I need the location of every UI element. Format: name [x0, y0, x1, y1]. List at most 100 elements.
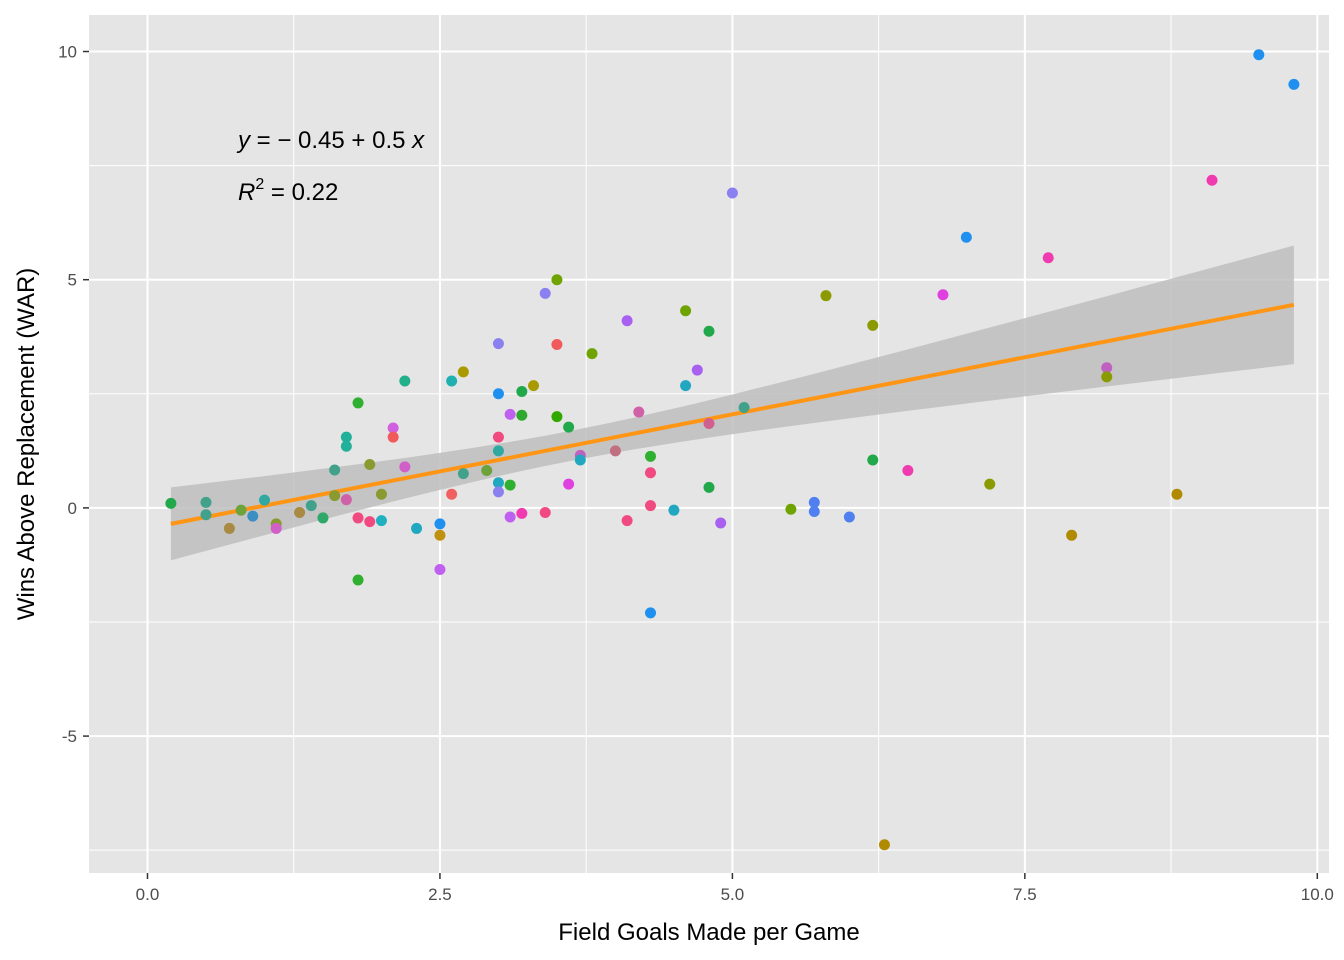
- data-point: [1066, 529, 1078, 541]
- data-point: [329, 490, 341, 502]
- confidence-ribbon: [170, 245, 1294, 561]
- data-point: [352, 397, 364, 409]
- data-point: [586, 348, 598, 360]
- data-point: [305, 500, 317, 512]
- data-point: [703, 481, 715, 493]
- data-point: [551, 411, 563, 423]
- data-point: [492, 338, 504, 350]
- data-point: [516, 507, 528, 519]
- data-point: [820, 290, 832, 302]
- data-point: [1253, 49, 1265, 61]
- data-point: [516, 386, 528, 398]
- data-point: [645, 467, 657, 479]
- data-point: [645, 607, 657, 619]
- data-point: [317, 512, 329, 524]
- data-point: [492, 388, 504, 400]
- data-point: [446, 375, 458, 387]
- y-tick-label: -5: [62, 727, 77, 746]
- data-point: [867, 319, 879, 331]
- data-point: [340, 431, 352, 443]
- data-point: [364, 459, 376, 471]
- data-point: [528, 380, 540, 392]
- data-point: [352, 574, 364, 586]
- data-point: [375, 515, 387, 527]
- x-axis: 0.0 2.5 5.0 7.5 10.0: [136, 873, 1334, 904]
- minor-gridlines: [89, 15, 1329, 873]
- data-point: [633, 406, 645, 418]
- data-point: [808, 496, 820, 508]
- data-point: [1288, 78, 1300, 90]
- data-point: [352, 512, 364, 524]
- regression-equation: y = − 0.45 + 0.5 x: [236, 127, 425, 154]
- y-tick-label: 5: [68, 271, 77, 290]
- r-squared-value: = 0.22: [264, 179, 338, 206]
- data-point: [691, 364, 703, 376]
- data-point: [247, 510, 259, 522]
- data-point: [516, 409, 528, 421]
- data-point: [387, 431, 399, 443]
- data-point: [481, 464, 493, 476]
- data-point: [715, 517, 727, 529]
- data-point: [399, 375, 411, 387]
- data-point: [434, 529, 446, 541]
- data-point: [609, 445, 621, 457]
- r-squared: R2 = 0.22: [238, 176, 338, 206]
- plot-panel: [89, 15, 1329, 873]
- y-tick-label: 0: [68, 499, 77, 518]
- data-point: [492, 445, 504, 457]
- data-point: [551, 274, 563, 286]
- data-point: [258, 494, 270, 506]
- data-point: [703, 325, 715, 337]
- x-tick-label: 10.0: [1301, 885, 1334, 904]
- data-point: [878, 839, 890, 851]
- data-point: [457, 366, 469, 378]
- equation-y-var: y: [236, 127, 252, 154]
- data-point: [200, 496, 212, 508]
- data-point: [364, 516, 376, 528]
- data-point: [960, 231, 972, 243]
- data-point: [434, 564, 446, 576]
- data-point: [937, 289, 949, 301]
- data-point: [387, 422, 399, 434]
- r-squared-symbol: R: [238, 179, 255, 206]
- data-point: [446, 488, 458, 500]
- data-point: [668, 504, 680, 516]
- data-point: [645, 500, 657, 512]
- data-point: [492, 431, 504, 443]
- data-point: [621, 515, 633, 527]
- trend-line: [170, 302, 1295, 526]
- data-point: [492, 477, 504, 489]
- equation-x-var: x: [411, 127, 425, 154]
- data-point: [1171, 488, 1183, 500]
- data-point: [375, 488, 387, 500]
- x-tick-label: 5.0: [721, 885, 745, 904]
- data-point: [457, 468, 469, 480]
- data-point: [738, 401, 750, 413]
- data-point: [235, 504, 247, 516]
- data-point: [680, 380, 692, 392]
- equation-body: = − 0.45 + 0.5: [250, 127, 412, 154]
- data-points: [165, 49, 1300, 851]
- data-point: [411, 522, 423, 534]
- x-tick-label: 7.5: [1013, 885, 1037, 904]
- data-point: [551, 339, 563, 351]
- data-point: [504, 511, 516, 523]
- data-point: [504, 408, 516, 420]
- data-point: [539, 287, 551, 299]
- data-point: [223, 522, 235, 534]
- data-point: [621, 315, 633, 327]
- data-point: [1042, 252, 1054, 264]
- data-point: [902, 464, 914, 476]
- data-point: [340, 440, 352, 452]
- data-point: [434, 518, 446, 530]
- data-point: [539, 506, 551, 518]
- data-point: [399, 461, 411, 473]
- data-point: [867, 454, 879, 466]
- data-point: [645, 450, 657, 462]
- y-tick-label: 10: [58, 43, 77, 62]
- data-point: [984, 478, 996, 490]
- data-point: [200, 509, 212, 521]
- data-point: [270, 522, 282, 534]
- x-tick-label: 2.5: [428, 885, 452, 904]
